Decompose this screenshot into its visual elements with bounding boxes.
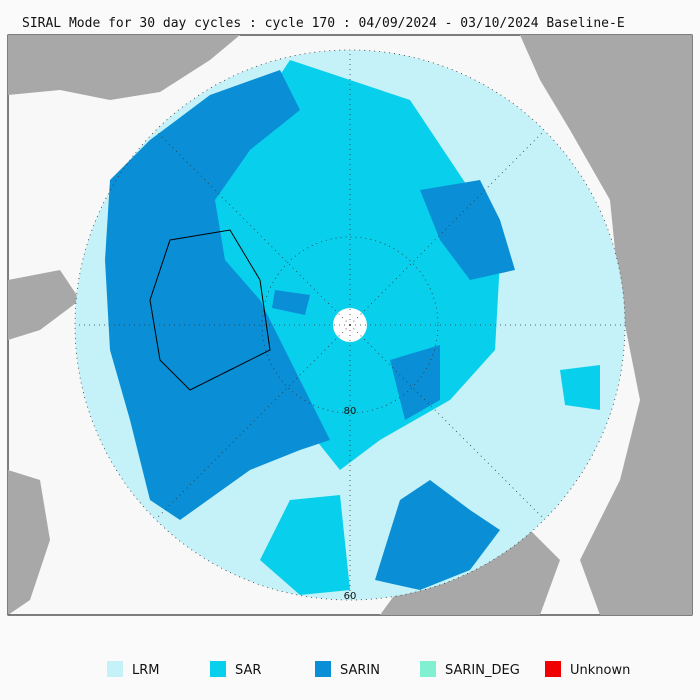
legend: LRM SAR SARIN SARIN_DEG Unknown <box>107 661 630 678</box>
parallel <box>261 236 439 414</box>
meridian <box>349 130 545 326</box>
latitude-label: 80 <box>344 406 357 417</box>
legend-label: SARIN_DEG <box>445 663 520 678</box>
land <box>8 35 240 100</box>
land <box>520 35 692 615</box>
latitude-label: 60 <box>344 591 357 602</box>
sarin-zone <box>272 290 310 315</box>
legend-swatch <box>420 661 436 677</box>
legend-swatch <box>107 661 123 677</box>
meridian <box>155 324 351 520</box>
land <box>8 470 50 615</box>
sarin-zone <box>390 345 440 420</box>
legend-label: SARIN <box>340 663 380 678</box>
legend-swatch <box>315 661 331 677</box>
legend-swatch <box>545 661 561 677</box>
map: 80 60 <box>7 34 693 616</box>
legend-swatch <box>210 661 226 677</box>
parallel <box>74 49 626 601</box>
sarin-zone <box>375 480 500 590</box>
legend-label: Unknown <box>570 663 630 678</box>
sarin-zone <box>420 180 515 280</box>
meridian <box>349 324 545 520</box>
legend-label: SAR <box>235 663 261 678</box>
coastline <box>149 229 271 391</box>
title: SIRAL Mode for 30 day cycles : cycle 170… <box>22 16 625 31</box>
sarin-zone <box>105 70 330 520</box>
meridian <box>155 130 351 326</box>
legend-label: LRM <box>132 663 160 678</box>
sar-zone <box>560 365 600 410</box>
land <box>8 270 80 340</box>
graticule <box>74 49 626 601</box>
sar-zone <box>260 495 350 595</box>
